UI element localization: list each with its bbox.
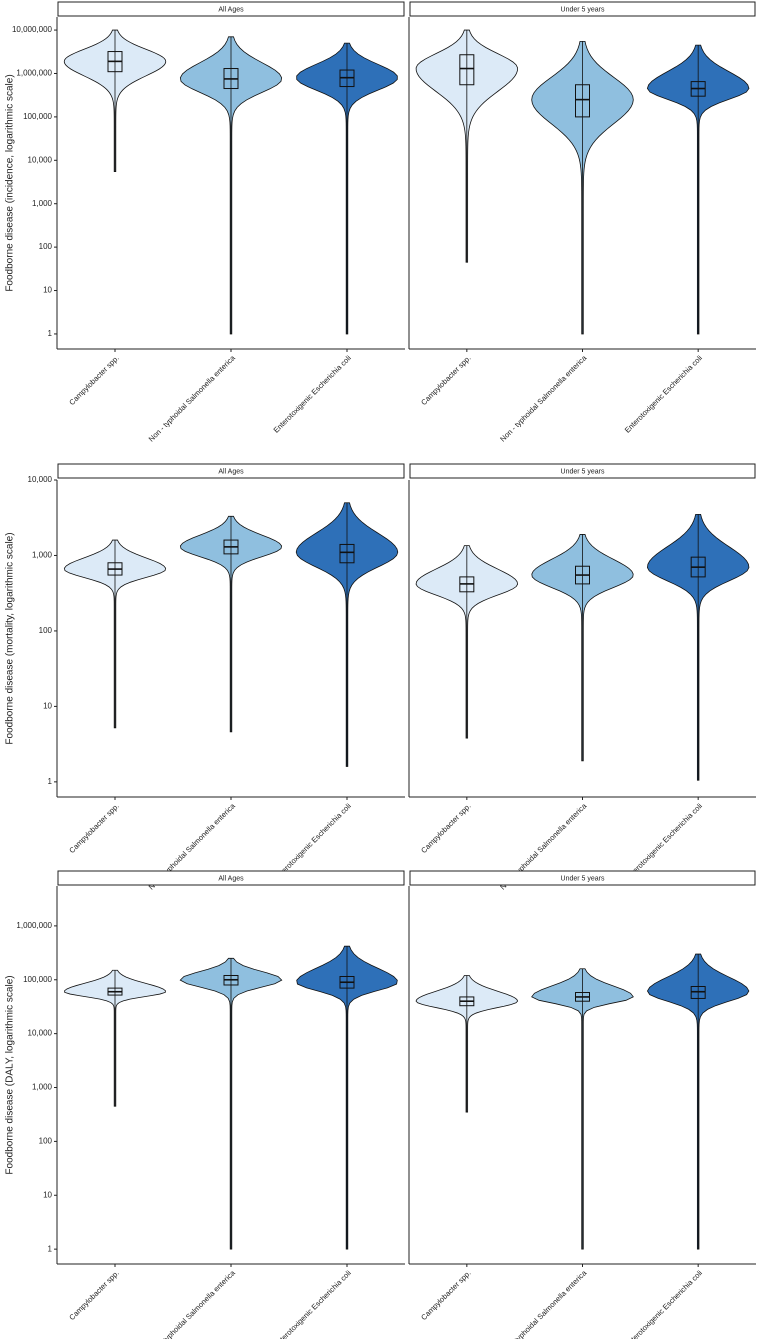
x-tick-label: Non - typhoidal Salmonella enterica	[147, 1268, 238, 1339]
y-tick-label: 1,000,000	[16, 69, 52, 78]
y-tick-label: 1,000	[32, 199, 53, 208]
y-tick-label: 10,000	[28, 155, 53, 164]
x-tick-label: Non - typhoidal Salmonella enterica	[498, 353, 589, 444]
x-tick-label: Non - typhoidal Salmonella enterica	[498, 1268, 589, 1339]
y-tick-label: 10	[43, 702, 52, 711]
y-tick-label: 100,000	[23, 975, 52, 984]
y-tick-label: 100,000	[23, 112, 52, 121]
x-tick-label: Enterotoxigenic Escherichia coli	[272, 353, 353, 434]
y-tick-label: 10	[43, 1190, 52, 1199]
y-tick-label: 10,000	[28, 1029, 53, 1038]
y-tick-label: 10,000	[28, 475, 53, 484]
facet-title: All Ages	[218, 875, 244, 882]
facet-title: All Ages	[218, 468, 244, 475]
y-tick-label: 10	[43, 286, 52, 295]
y-tick-label: 1	[48, 1244, 53, 1253]
facet-title: Under 5 years	[561, 875, 605, 882]
x-tick-label: Campylobacter spp.	[67, 1268, 121, 1322]
x-tick-label: Enterotoxigenic Escherichia coli	[623, 801, 704, 882]
facet-strip	[409, 870, 756, 886]
x-tick-label: Campylobacter spp.	[67, 801, 121, 855]
y-tick-label: 100	[39, 242, 53, 251]
box	[339, 543, 355, 564]
y-tick-label: 1,000,000	[16, 921, 52, 930]
facet-title: All Ages	[218, 6, 244, 13]
x-tick-label: Enterotoxigenic Escherichia coli	[272, 801, 353, 882]
x-tick-label: Enterotoxigenic Escherichia coli	[272, 1268, 353, 1339]
facet-strip	[409, 463, 756, 479]
x-tick-label: Non - typhoidal Salmonella enterica	[147, 353, 238, 444]
x-tick-label: Campylobacter spp.	[419, 1268, 473, 1322]
y-tick-label: 10,000,000	[12, 25, 53, 34]
facet-title: Under 5 years	[561, 6, 605, 13]
facet-strip	[57, 870, 405, 886]
x-tick-label: Campylobacter spp.	[419, 801, 473, 855]
x-tick-label: Enterotoxigenic Escherichia coli	[623, 1268, 704, 1339]
facet-title: Under 5 years	[561, 468, 605, 475]
y-axis-label: Foodborne disease (DALY, logarithmic sca…	[5, 975, 16, 1174]
y-tick-label: 1,000	[32, 1083, 53, 1092]
y-tick-label: 1	[48, 777, 53, 786]
y-tick-label: 100	[39, 626, 53, 635]
y-axis-label: Foodborne disease (mortality, logarithmi…	[5, 532, 16, 744]
x-tick-label: Campylobacter spp.	[419, 353, 473, 407]
x-tick-label: Enterotoxigenic Escherichia coli	[623, 353, 704, 434]
facet-strip	[57, 1, 405, 17]
y-axis-label: Foodborne disease (incidence, logarithmi…	[5, 74, 16, 291]
facet-strip	[57, 463, 405, 479]
y-tick-label: 100	[39, 1137, 53, 1146]
x-tick-label: Campylobacter spp.	[67, 353, 121, 407]
box	[575, 84, 590, 118]
facet-strip	[409, 1, 756, 17]
y-tick-label: 1,000	[32, 551, 53, 560]
y-tick-label: 1	[48, 329, 53, 338]
box	[459, 54, 475, 86]
